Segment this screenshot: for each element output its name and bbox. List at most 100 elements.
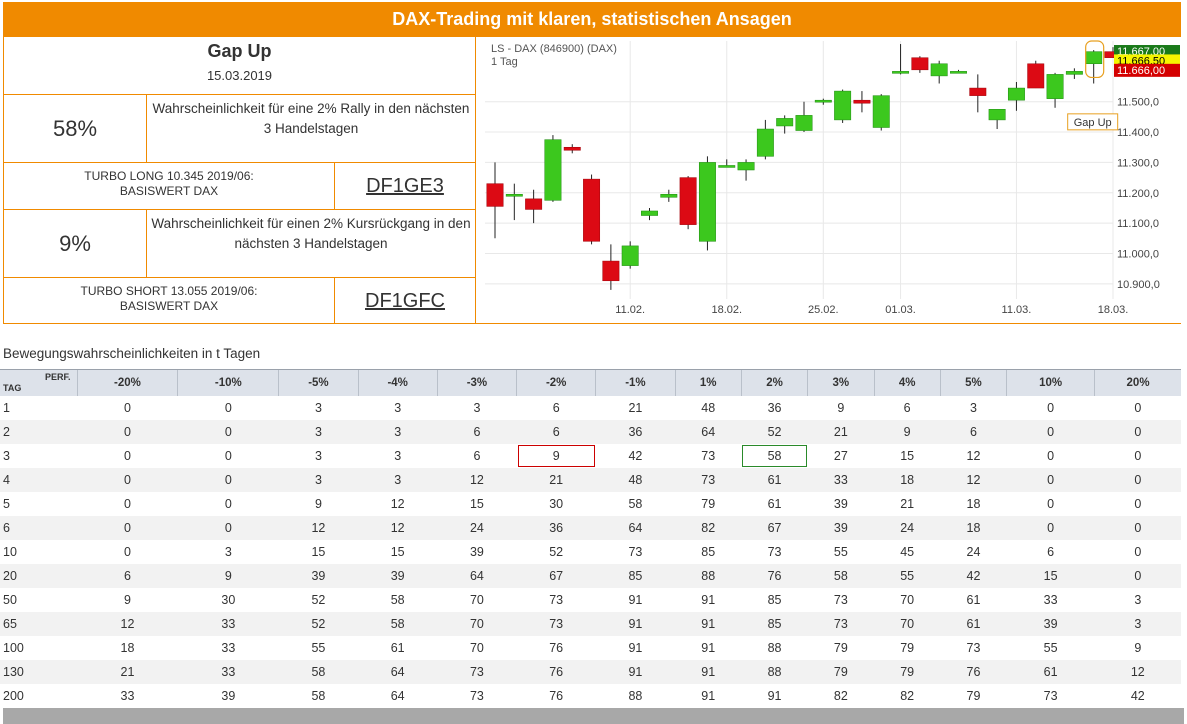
table-cell: 61 <box>1006 659 1095 684</box>
table-cell: 0 <box>1094 563 1181 588</box>
horizontal-scrollbar[interactable] <box>3 708 1184 724</box>
table-cell: 55 <box>874 563 941 588</box>
table-cell: 64 <box>675 419 742 444</box>
table-cell: 88 <box>767 640 782 655</box>
table-cell: 42 <box>628 448 643 463</box>
table-cell: 76 <box>516 659 596 684</box>
table-cell: 61 <box>767 496 782 511</box>
table-cell: 73 <box>437 659 517 684</box>
table-cell: 18 <box>874 467 941 492</box>
table-cell: 0 <box>1047 448 1055 463</box>
table-row: 3 0 0 3 3 6 9 42 73 58 27 15 12 0 0 <box>0 444 1181 468</box>
table-cell: 82 <box>900 688 915 703</box>
y-tick-label: 11.400,0 <box>1117 127 1159 139</box>
candle-body <box>795 115 813 131</box>
table-cell: 12 <box>278 515 359 540</box>
table-cell: 30 <box>221 592 236 607</box>
price-tag-box <box>1114 63 1180 77</box>
table-cell: 6 <box>552 400 560 415</box>
table-cell: 33 <box>177 659 279 684</box>
table-cell: 36 <box>516 515 596 540</box>
table-cell: 52 <box>278 611 359 636</box>
table-cell: 0 <box>1094 515 1181 540</box>
table-cell: 55 <box>1043 640 1058 655</box>
corner-perf-label: PERF. <box>44 372 71 382</box>
candle-body <box>1027 63 1045 89</box>
candle-body <box>776 118 794 127</box>
table-cell: 6 <box>516 419 596 444</box>
table-cell: 64 <box>358 659 438 684</box>
short-wkn-link[interactable]: DF1GFC <box>335 278 476 324</box>
table-cell: 0 <box>1094 467 1181 492</box>
table-cell: 58 <box>807 563 874 588</box>
table-corner-header: PERF. TAG <box>0 369 77 396</box>
table-cell: 15 <box>390 544 405 559</box>
table-cell: 33 <box>177 611 279 636</box>
table-cell: 15 <box>900 448 915 463</box>
y-tick-label: 11.000,0 <box>1117 248 1159 260</box>
long-probability: 58% <box>4 95 147 163</box>
table-row: 2 0 0 3 3 6 6 36 64 52 21 9 6 0 0 <box>0 419 1181 444</box>
row-day-label: 65 <box>0 611 77 636</box>
table-cell: 76 <box>940 659 1007 684</box>
column-header: -5% <box>278 369 359 396</box>
table-cell: 61 <box>390 640 405 655</box>
table-cell: 0 <box>1006 419 1095 444</box>
table-row: 10 0 3 15 15 39 52 73 85 73 55 45 24 6 0 <box>0 540 1181 564</box>
row-day-label: 3 <box>3 448 10 463</box>
table-cell: 0 <box>77 467 178 492</box>
candle-body <box>988 109 1006 121</box>
row-day-label: 1 <box>3 400 10 415</box>
table-cell: 30 <box>549 496 564 511</box>
table-cell: 91 <box>701 688 716 703</box>
table-cell: 36 <box>595 419 676 444</box>
table-cell: 91 <box>595 611 676 636</box>
table-cell: 21 <box>628 400 643 415</box>
chart-background <box>477 37 1181 323</box>
table-cell: 0 <box>77 419 178 444</box>
gap-up-label: Gap Up <box>1074 117 1112 129</box>
table-cell: 64 <box>595 515 676 540</box>
page-banner: DAX-Trading mit klaren, statistischen An… <box>3 2 1181 37</box>
row-day-label: 2 <box>0 419 77 444</box>
y-tick-label: 11.200,0 <box>1117 188 1159 200</box>
table-cell: 18 <box>966 496 981 511</box>
chart-title: LS - DAX (846900) (DAX) <box>491 43 617 55</box>
x-tick-label: 11.03. <box>1002 304 1032 316</box>
table-cell: 0 <box>177 515 279 540</box>
table-cell: 67 <box>741 515 808 540</box>
corner-tag-label: TAG <box>3 382 22 393</box>
table-cell: 0 <box>224 496 232 511</box>
table-cell: 9 <box>314 496 322 511</box>
table-cell: 79 <box>966 688 981 703</box>
table-cell: 85 <box>767 592 782 607</box>
table-cell: 70 <box>437 611 517 636</box>
row-day-label: 4 <box>0 467 77 492</box>
signal-header: Gap Up 15.03.2019 <box>4 37 476 95</box>
long-turbo-info: TURBO LONG 10.345 2019/06: BASISWERT DAX <box>4 163 335 210</box>
candle-body <box>563 146 581 151</box>
gap-up-label-box <box>1067 113 1119 131</box>
dax-chart: 11.500,0 11.400,0 11.300,0 11.200,0 11.100,0… <box>477 37 1181 323</box>
table-cell: 55 <box>833 544 848 559</box>
table-cell: 42 <box>940 563 1007 588</box>
table-cell: 0 <box>1134 544 1142 559</box>
table-cell: 27 <box>833 448 848 463</box>
column-header: -20% <box>76 369 178 396</box>
table-cell: 6 <box>940 419 1007 444</box>
table-cell: 82 <box>675 515 742 540</box>
table-cell: 3 <box>394 400 402 415</box>
table-cell: 3 <box>278 419 359 444</box>
table-cell: 39 <box>807 515 874 540</box>
table-caption: Bewegungswahrscheinlichkeiten in t Tagen <box>3 346 261 361</box>
table-cell: 12 <box>1094 659 1181 684</box>
table-cell: 79 <box>874 659 941 684</box>
candle-body <box>872 95 890 128</box>
column-header: -3% <box>436 369 517 396</box>
candle-body <box>892 71 910 74</box>
table-cell: 91 <box>628 592 643 607</box>
table-cell: 3 <box>358 419 438 444</box>
table-cell: 9 <box>1134 640 1142 655</box>
long-wkn-link[interactable]: DF1GE3 <box>335 163 476 210</box>
candle-body <box>525 198 543 210</box>
